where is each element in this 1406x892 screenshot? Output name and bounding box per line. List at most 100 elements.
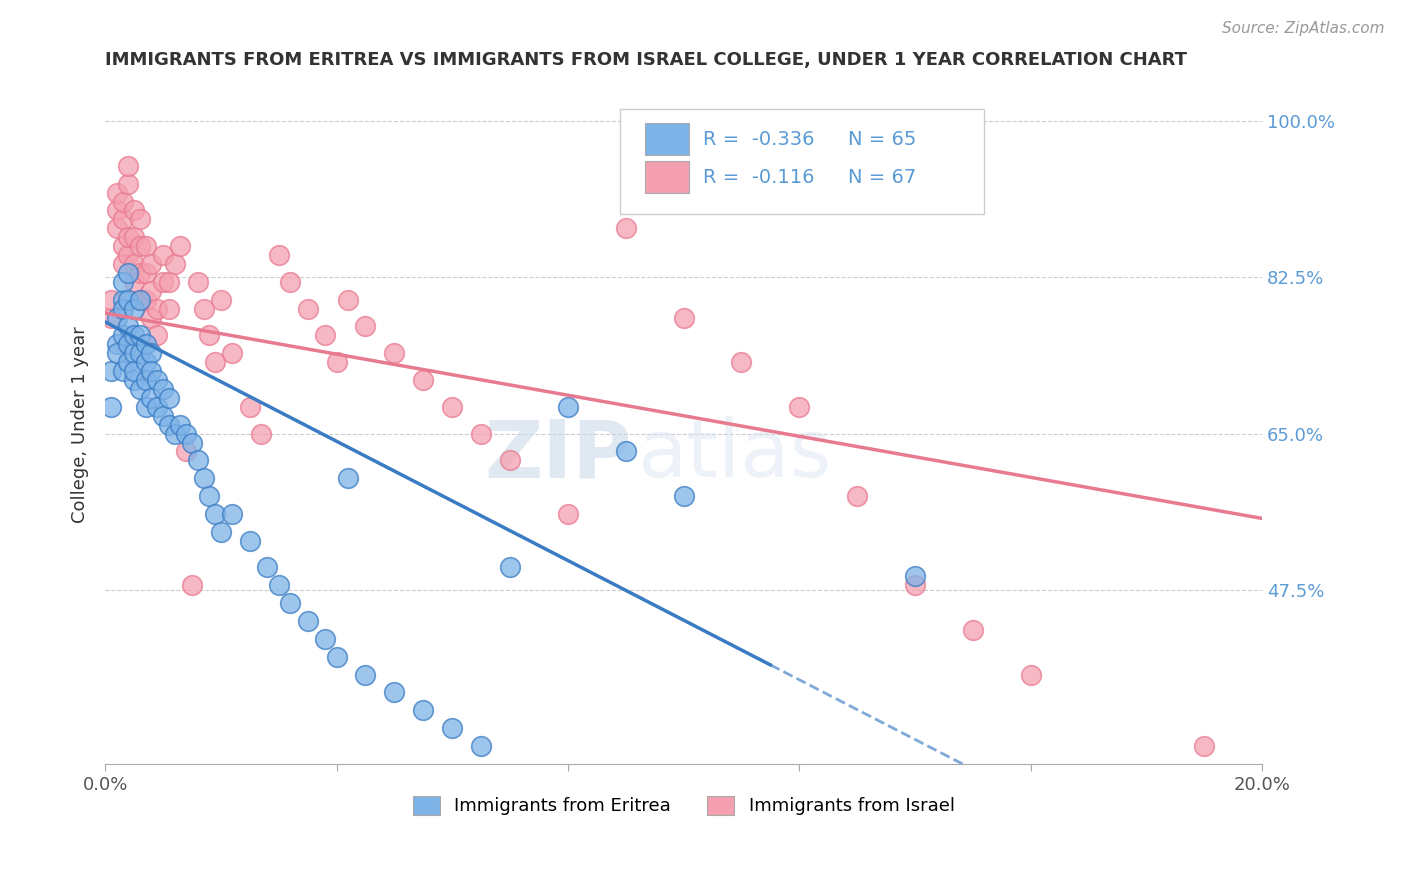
Point xyxy=(111,301,134,316)
Point xyxy=(117,230,139,244)
Point xyxy=(122,346,145,360)
Point xyxy=(129,328,152,343)
Point xyxy=(198,328,221,343)
Point xyxy=(314,328,336,343)
Point xyxy=(141,257,163,271)
Point xyxy=(117,355,139,369)
Point xyxy=(157,275,180,289)
Point xyxy=(187,275,209,289)
Point xyxy=(117,293,139,307)
Text: R =  -0.336: R = -0.336 xyxy=(703,129,814,149)
Point xyxy=(129,266,152,280)
Point xyxy=(122,373,145,387)
Point xyxy=(122,364,145,378)
Point xyxy=(441,721,464,735)
Point xyxy=(354,667,377,681)
Point xyxy=(557,400,579,414)
Point xyxy=(209,293,232,307)
Point xyxy=(672,489,695,503)
Y-axis label: College, Under 1 year: College, Under 1 year xyxy=(72,326,89,523)
Point xyxy=(135,337,157,351)
Point xyxy=(146,400,169,414)
Point xyxy=(730,355,752,369)
Point xyxy=(117,337,139,351)
Point xyxy=(672,310,695,325)
Point xyxy=(135,239,157,253)
Point xyxy=(470,739,492,753)
Bar xyxy=(645,123,689,155)
Text: atlas: atlas xyxy=(637,417,832,494)
Point xyxy=(111,194,134,209)
Point xyxy=(122,275,145,289)
Point xyxy=(111,364,134,378)
Point xyxy=(557,507,579,521)
Point xyxy=(904,569,927,583)
Point xyxy=(384,346,406,360)
Point xyxy=(111,275,134,289)
Point xyxy=(111,257,134,271)
Point xyxy=(152,275,174,289)
Point xyxy=(105,310,128,325)
Point xyxy=(1019,667,1042,681)
Point xyxy=(117,266,139,280)
Point xyxy=(141,364,163,378)
Text: N = 65: N = 65 xyxy=(848,129,917,149)
Point xyxy=(614,221,637,235)
Point xyxy=(209,524,232,539)
Point xyxy=(129,293,152,307)
Point xyxy=(297,614,319,628)
Point xyxy=(325,355,347,369)
Point xyxy=(122,230,145,244)
Point xyxy=(256,560,278,574)
Point xyxy=(157,391,180,405)
Point xyxy=(117,248,139,262)
Point xyxy=(105,221,128,235)
Point xyxy=(152,409,174,423)
Point xyxy=(174,444,197,458)
Point xyxy=(441,400,464,414)
Point xyxy=(614,444,637,458)
Point xyxy=(846,489,869,503)
Point xyxy=(135,355,157,369)
Point xyxy=(122,203,145,218)
Point xyxy=(499,453,522,467)
Point xyxy=(141,284,163,298)
Point xyxy=(129,382,152,396)
Point xyxy=(146,328,169,343)
Point xyxy=(204,507,226,521)
Legend: Immigrants from Eritrea, Immigrants from Israel: Immigrants from Eritrea, Immigrants from… xyxy=(405,789,962,822)
Point xyxy=(193,301,215,316)
Point xyxy=(111,293,134,307)
Point xyxy=(384,685,406,699)
Point xyxy=(174,426,197,441)
Point xyxy=(297,301,319,316)
Point xyxy=(105,186,128,200)
Point xyxy=(129,293,152,307)
Text: R =  -0.116: R = -0.116 xyxy=(703,168,814,186)
Point xyxy=(135,293,157,307)
Point xyxy=(181,578,204,592)
Point xyxy=(787,400,810,414)
Point xyxy=(278,596,301,610)
Point xyxy=(904,578,927,592)
Point xyxy=(412,703,434,717)
Point xyxy=(135,266,157,280)
Point xyxy=(129,212,152,227)
Point xyxy=(221,346,243,360)
Point xyxy=(337,293,360,307)
Point xyxy=(412,373,434,387)
Point xyxy=(354,319,377,334)
Point xyxy=(204,355,226,369)
Text: N = 67: N = 67 xyxy=(848,168,917,186)
Point xyxy=(141,346,163,360)
Bar xyxy=(645,161,689,194)
Point xyxy=(146,301,169,316)
Point xyxy=(117,177,139,191)
Point xyxy=(337,471,360,485)
Point xyxy=(146,373,169,387)
Point xyxy=(135,373,157,387)
Point xyxy=(100,310,122,325)
Point xyxy=(129,346,152,360)
Point xyxy=(117,159,139,173)
Point xyxy=(267,578,290,592)
